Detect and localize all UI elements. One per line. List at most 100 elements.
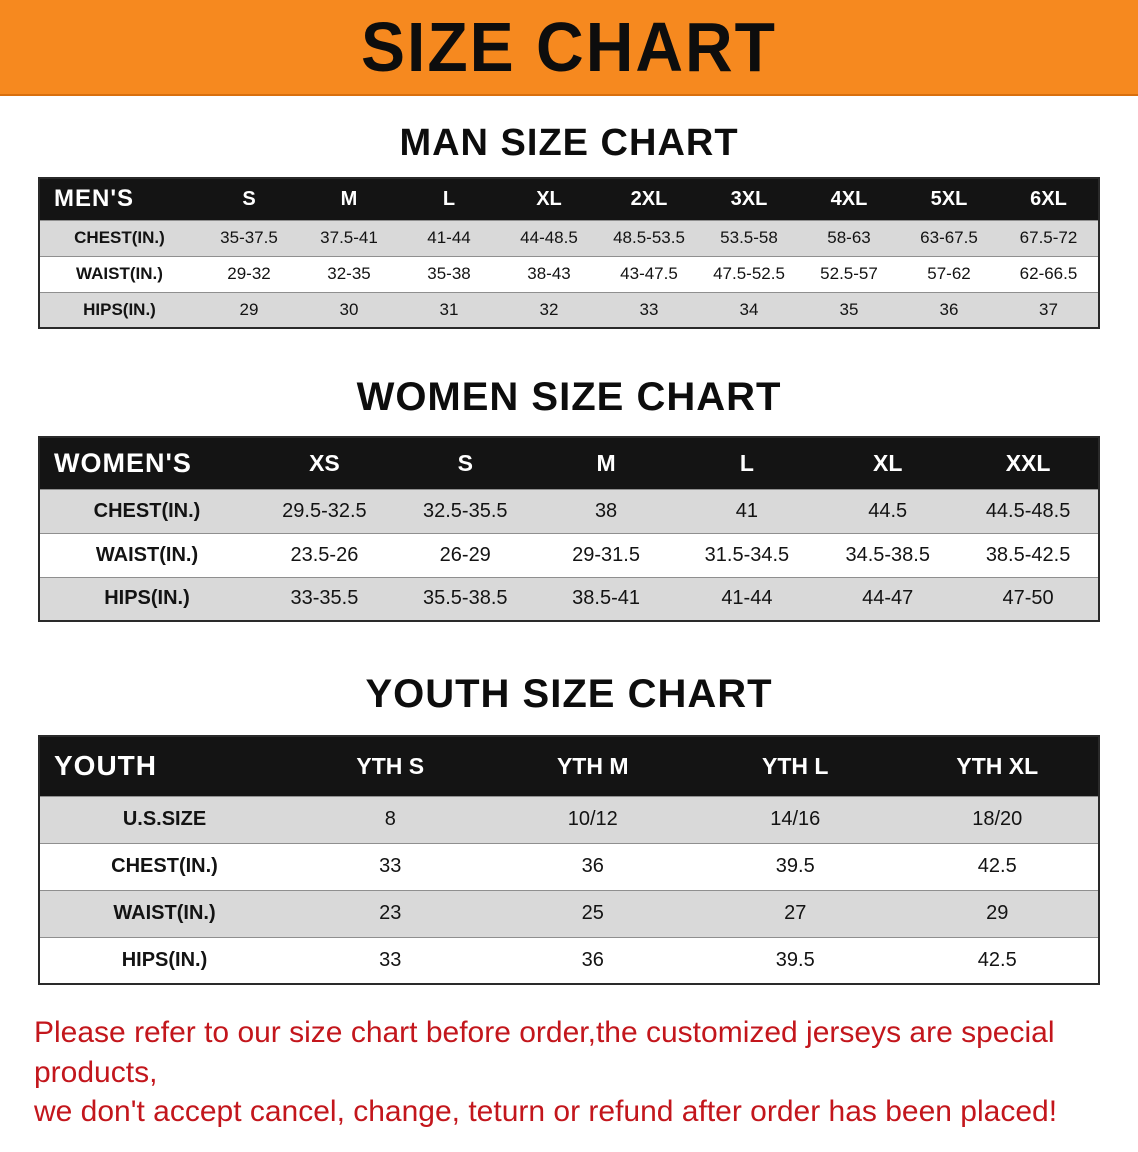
size-value-cell: 37.5-41 [320,228,378,247]
size-value-cell: 57-62 [927,264,971,283]
size-value-cell: 47-50 [1002,587,1054,610]
women-size-section: WOMEN SIZE CHART WOMEN'S XS S M L XL XXL CHEST(… [0,375,1138,622]
size-column-header: 6XL [999,178,1099,220]
size-value-cell: 35 [839,299,859,319]
size-value-cell: 34.5-38.5 [845,543,930,566]
size-value-cell: 32.5-35.5 [422,499,508,522]
size-value-cell: 42.5 [977,855,1017,877]
size-value-cell: 32 [539,299,559,319]
size-value-cell: 33-35.5 [290,587,359,610]
table-row: CHEST(IN.) 35-37.5 37.5-41 41-44 44-48.5 48.5… [39,220,1099,256]
size-column-header: 5XL [899,178,999,220]
size-column-header: L [399,178,499,220]
size-value-cell: 38 [594,499,618,522]
table-header-row: YOUTH YTH S YTH M YTH L YTH XL [39,736,1099,796]
size-value-cell: 23 [379,902,402,924]
size-value-cell: 39.5 [775,855,815,877]
size-value-cell: 29 [986,902,1009,924]
table-row: HIPS(IN.) 33-35.5 35.5-38.5 38.5-41 41-44 44-… [39,577,1099,621]
men-table-title: MEN'S [39,178,199,220]
size-value-cell: 8 [384,808,396,830]
size-value-cell: 34 [739,299,759,319]
size-value-cell: 39.5 [775,948,815,971]
youth-table-title: YOUTH [39,736,289,796]
size-value-cell: 38-43 [527,264,571,283]
size-value-cell: 53.5-58 [720,228,778,247]
measurement-label: WAIST(IN.) [76,264,163,283]
size-value-cell: 41-44 [427,228,471,247]
measurement-label: HIPS(IN.) [121,948,208,971]
table-row: U.S.SIZE 8 10/12 14/16 18/20 [39,796,1099,843]
women-table-title: WOMEN'S [39,437,254,489]
size-value-cell: 31 [439,299,459,319]
notice-line-1: Please refer to our size chart before or… [34,1016,1055,1089]
size-value-cell: 38.5-41 [572,587,640,610]
men-size-section: MAN SIZE CHART MEN'S S M L XL 2XL 3XL 4XL 5XL 6XL… [0,122,1138,329]
measurement-label: HIPS(IN.) [83,299,156,319]
size-value-cell: 29-31.5 [572,543,640,566]
size-column-header: S [394,437,536,489]
size-value-cell: 33 [379,948,402,971]
table-row: CHEST(IN.) 33 36 39.5 42.5 [39,843,1099,890]
size-value-cell: 36 [939,299,959,319]
table-row: WAIST(IN.) 23.5-26 26-29 29-31.5 31.5-34.5 34… [39,533,1099,577]
size-value-cell: 35-38 [427,264,471,283]
banner: SIZE CHART [0,0,1138,96]
table-header-row: MEN'S S M L XL 2XL 3XL 4XL 5XL 6XL [39,178,1099,220]
table-row: HIPS(IN.) 29 30 31 32 33 34 35 36 37 [39,292,1099,328]
page-title: SIZE CHART [361,8,777,86]
size-value-cell: 47.5-52.5 [713,264,785,283]
size-value-cell: 29 [239,299,259,319]
women-section-heading: WOMEN SIZE CHART [356,375,782,419]
size-column-header: XL [499,178,599,220]
size-value-cell: 44.5-48.5 [985,499,1071,522]
order-notice: Please refer to our size chart before or… [0,985,1138,1152]
size-value-cell: 58-63 [827,228,871,247]
size-value-cell: 62-66.5 [1019,264,1078,283]
size-chart-content: MAN SIZE CHART MEN'S S M L XL 2XL 3XL 4XL 5XL 6XL… [0,122,1138,985]
size-value-cell: 32-35 [327,264,371,283]
size-value-cell: 33 [379,855,402,877]
table-row: HIPS(IN.) 33 36 39.5 42.5 [39,937,1099,984]
size-value-cell: 42.5 [977,948,1017,971]
notice-line-2: we don't accept cancel, change, teturn o… [34,1095,1058,1129]
women-size-table: WOMEN'S XS S M L XL XXL CHEST(IN.) 29.5-32.5 32.5… [38,436,1100,622]
size-value-cell: 18/20 [972,808,1023,830]
size-value-cell: 27 [784,902,807,924]
table-row: WAIST(IN.) 23 25 27 29 [39,890,1099,937]
measurement-label: CHEST(IN.) [93,499,201,522]
size-column-header: YTH L [694,736,897,796]
size-value-cell: 48.5-53.5 [613,228,685,247]
size-value-cell: 31.5-34.5 [704,543,790,566]
size-value-cell: 43-47.5 [620,264,678,283]
size-column-header: YTH M [491,736,694,796]
measurement-label: WAIST(IN.) [113,902,216,924]
size-value-cell: 29.5-32.5 [282,499,367,522]
size-value-cell: 38.5-42.5 [985,543,1071,566]
size-value-cell: 35-37.5 [220,228,278,247]
measurement-label: CHEST(IN.) [111,855,218,877]
men-section-heading: MAN SIZE CHART [399,122,739,164]
size-value-cell: 37 [1039,299,1058,319]
size-value-cell: 36 [581,948,604,971]
size-column-header: 2XL [599,178,699,220]
size-value-cell: 36 [581,855,604,877]
size-value-cell: 25 [581,902,604,924]
size-column-header: M [299,178,399,220]
men-size-table: MEN'S S M L XL 2XL 3XL 4XL 5XL 6XL CHEST(IN.) 35-37… [38,177,1100,329]
size-value-cell: 41-44 [721,587,773,610]
size-column-header: XL [817,437,959,489]
measurement-label: WAIST(IN.) [95,543,199,566]
size-value-cell: 29-32 [227,264,271,283]
measurement-label: U.S.SIZE [122,808,207,830]
table-row: WAIST(IN.) 29-32 32-35 35-38 38-43 43-47.5 47.… [39,256,1099,292]
size-column-header: YTH S [289,736,492,796]
size-value-cell: 30 [339,299,359,319]
youth-size-table: YOUTH YTH S YTH M YTH L YTH XL U.S.SIZE 8 10/12… [38,735,1100,985]
size-column-header: YTH XL [896,736,1099,796]
size-value-cell: 26-29 [439,543,491,566]
size-column-header: XXL [958,437,1099,489]
youth-size-section: YOUTH SIZE CHART YOUTH YTH S YTH M YTH L YTH… [0,672,1138,985]
table-header-row: WOMEN'S XS S M L XL XXL [39,437,1099,489]
